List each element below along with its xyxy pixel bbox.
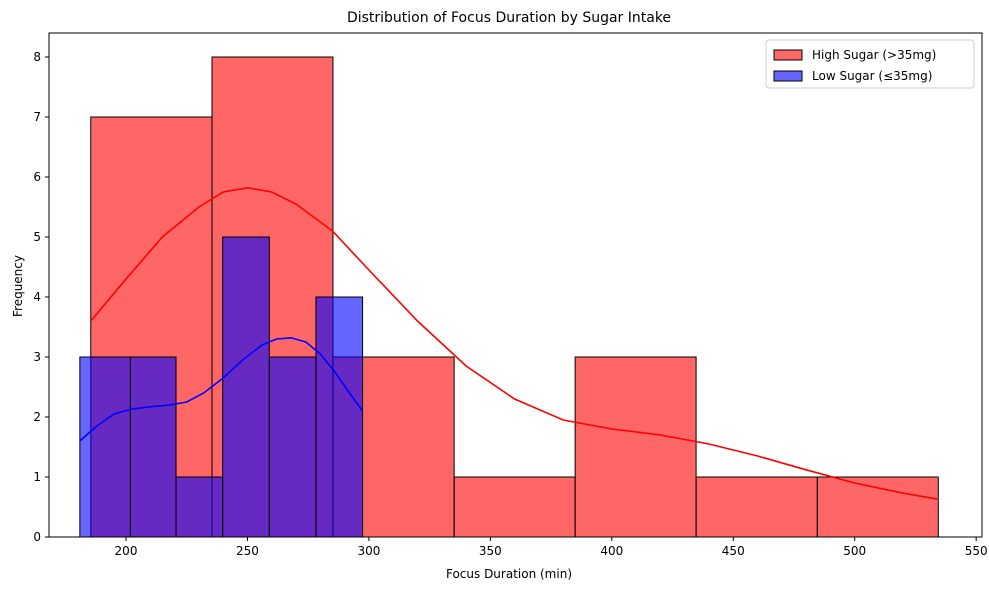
bar — [574, 356, 697, 538]
y-tick-label: 0 — [33, 530, 41, 544]
legend-box — [765, 39, 975, 89]
series-2-kde-line — [79, 336, 364, 442]
y-tick-label: 3 — [33, 350, 41, 364]
y-tick-label: 4 — [33, 290, 41, 304]
x-axis-label: Focus Duration (min) — [446, 567, 572, 581]
y-tick-label: 7 — [33, 110, 41, 124]
x-tick-label: 450 — [722, 544, 745, 558]
legend-item: Low Sugar (≤35mg) — [773, 69, 932, 83]
y-tick-label: 5 — [33, 230, 41, 244]
x-tick-label: 500 — [843, 544, 866, 558]
legend-label: High Sugar (>35mg) — [812, 48, 936, 62]
x-tick-label: 250 — [236, 544, 259, 558]
x-tick-label: 300 — [357, 544, 380, 558]
legend: High Sugar (>35mg) Low Sugar (≤35mg) — [765, 39, 975, 89]
y-tick-label: 2 — [33, 410, 41, 424]
x-tick-label: 400 — [600, 544, 623, 558]
series-1-bars — [90, 56, 939, 538]
axes-layer: 200 250 300 350 400 450 500 550 0 1 2 3 4 5 6 7 8 — [33, 32, 988, 558]
y-tick-label: 1 — [33, 470, 41, 484]
kde-layer — [79, 186, 939, 500]
y-tick-label: 6 — [33, 170, 41, 184]
legend-label: Low Sugar (≤35mg) — [812, 69, 932, 83]
bar — [315, 296, 364, 538]
legend-swatch — [773, 49, 803, 61]
bar — [453, 476, 576, 538]
x-tick-label: 200 — [115, 544, 138, 558]
bar — [816, 476, 939, 538]
bar — [222, 236, 270, 538]
bar — [695, 476, 818, 538]
y-axis-label: Frequency — [11, 255, 25, 317]
legend-item: High Sugar (>35mg) — [773, 48, 936, 62]
x-tick-label: 550 — [965, 544, 988, 558]
series-1-kde-line — [90, 186, 939, 500]
bars-layer — [79, 56, 939, 538]
bar — [175, 476, 224, 538]
plot-frame — [48, 32, 983, 538]
bar — [79, 356, 131, 538]
y-tick-label: 8 — [33, 50, 41, 64]
chart-title: Distribution of Focus Duration by Sugar … — [347, 10, 671, 26]
bar — [129, 356, 177, 538]
bar — [268, 356, 317, 538]
legend-swatch — [773, 70, 803, 82]
x-tick-label: 350 — [479, 544, 502, 558]
